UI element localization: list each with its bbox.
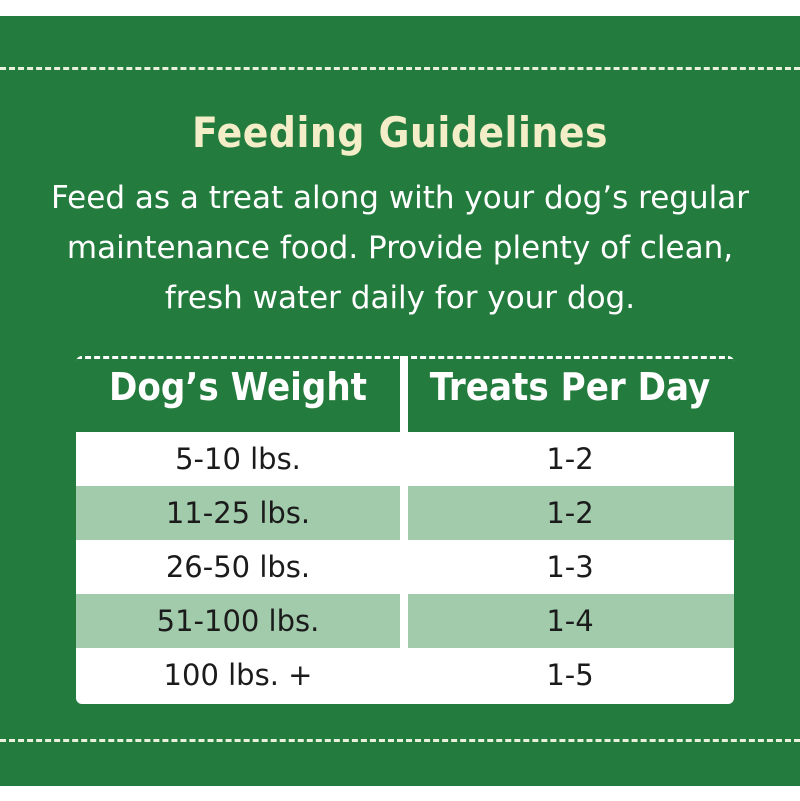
table-cell: 1-5 (546, 658, 594, 692)
title: Feeding Guidelines (192, 108, 608, 157)
table-row: 100 lbs. + 1-5 (76, 648, 734, 702)
intro-line: maintenance food. Provide plenty of clea… (66, 230, 734, 266)
feeding-table: Dog’s Weight Treats Per Day 5-10 lbs. 1-2… (76, 356, 734, 704)
table-cell: 1-2 (546, 496, 594, 530)
column-divider (400, 356, 408, 704)
table-row: 5-10 lbs. 1-2 (76, 432, 734, 486)
dashed-rule (0, 739, 800, 742)
table-cell: 1-2 (546, 442, 594, 476)
table-row: 26-50 lbs. 1-3 (76, 540, 734, 594)
column-header: Treats Per Day (429, 365, 711, 409)
table-cell: 1-3 (546, 550, 594, 584)
table-cell: 11-25 lbs. (165, 496, 311, 530)
table-cell: 26-50 lbs. (165, 550, 311, 584)
table-cell: 51-100 lbs. (156, 604, 320, 638)
column-header: Dog’s Weight (108, 365, 368, 409)
dashed-rule (0, 67, 800, 70)
intro-line: fresh water daily for your dog. (164, 280, 636, 316)
table-cell: 100 lbs. + (163, 658, 313, 692)
table-cell: 5-10 lbs. (175, 442, 301, 476)
table-cell: 1-4 (546, 604, 594, 638)
intro-line: Feed as a treat along with your dog’s re… (51, 180, 749, 216)
